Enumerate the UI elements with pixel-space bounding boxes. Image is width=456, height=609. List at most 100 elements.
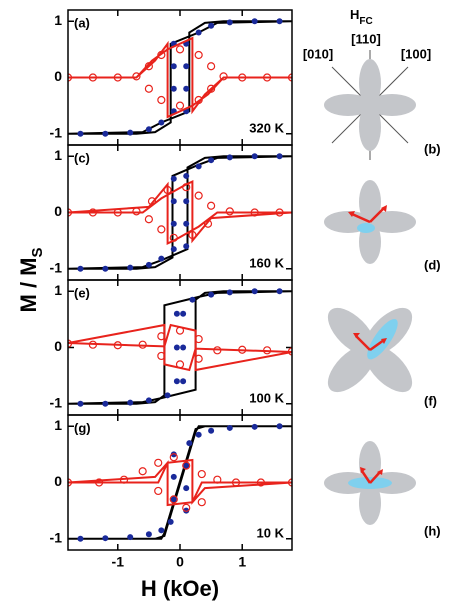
- loop-line: [68, 180, 292, 245]
- y-tick-label: 1: [54, 147, 62, 163]
- data-dot: [226, 424, 233, 431]
- loop-line: [68, 290, 292, 405]
- panel: -1 0 1 -1 0 1 (g) 10 K: [50, 414, 293, 570]
- data-circle: [144, 84, 153, 93]
- data-dot: [173, 310, 180, 317]
- data-dot: [102, 265, 109, 272]
- data-circle: [182, 503, 191, 512]
- anisotropy-shape: [324, 180, 416, 264]
- data-dot: [183, 485, 190, 492]
- data-dot: [145, 126, 152, 133]
- data-dot: [276, 423, 283, 430]
- data-circle: [144, 215, 153, 224]
- data-dot: [102, 400, 109, 407]
- temperature-label: 10 K: [257, 525, 285, 540]
- loop-line: [68, 425, 292, 540]
- panel-label: (c): [74, 150, 90, 165]
- data-dot: [276, 288, 283, 295]
- panel-label: (h): [424, 523, 441, 538]
- data-dot: [180, 378, 187, 385]
- data-circle: [194, 191, 203, 200]
- data-circle: [175, 45, 185, 54]
- data-dot: [183, 243, 190, 250]
- data-dot: [170, 198, 177, 205]
- data-circle: [207, 201, 216, 210]
- data-dot: [208, 427, 215, 434]
- plot-area: [68, 153, 292, 272]
- loop-line: [68, 458, 292, 507]
- panel-label: (d): [424, 257, 441, 272]
- data-dot: [102, 535, 109, 542]
- loop-line: [68, 323, 292, 372]
- x-axis-label: H (kOe): [141, 576, 219, 601]
- y-tick-label: -1: [50, 394, 63, 410]
- data-dot: [251, 288, 258, 295]
- data-dot: [186, 440, 193, 447]
- temperature-label: 100 K: [249, 390, 284, 405]
- panel-label: (b): [424, 141, 441, 156]
- data-dot: [145, 261, 152, 268]
- y-tick-label: -1: [50, 124, 63, 140]
- data-circle: [219, 72, 228, 81]
- data-dot: [195, 431, 202, 438]
- data-dot: [251, 423, 258, 430]
- data-dot: [127, 534, 134, 541]
- y-label-main: M / M: [16, 258, 41, 313]
- data-dot: [208, 22, 215, 29]
- y-tick-label: 0: [54, 473, 62, 489]
- data-dot: [226, 289, 233, 296]
- data-dot: [183, 462, 190, 469]
- plot-area: [68, 423, 292, 542]
- data-circle: [169, 495, 178, 504]
- data-dot: [102, 130, 109, 137]
- data-dot: [170, 473, 177, 480]
- anisotropy-shape: [324, 59, 416, 151]
- data-dot: [170, 246, 177, 253]
- data-dot: [145, 531, 152, 538]
- anisotropy-shape: [324, 441, 416, 525]
- data-dot: [195, 29, 202, 36]
- data-dot: [183, 85, 190, 92]
- data-dot: [251, 153, 258, 160]
- data-dot: [183, 220, 190, 227]
- x-tick-label: 1: [238, 554, 246, 570]
- data-dot: [183, 198, 190, 205]
- data-dot: [164, 392, 171, 399]
- loop-line: [68, 155, 292, 270]
- data-dot: [170, 85, 177, 92]
- loop-line: [68, 36, 292, 119]
- panel-label: (g): [74, 420, 91, 435]
- anisotropy-shape: [327, 307, 413, 393]
- data-circle: [154, 486, 163, 496]
- data-dot: [173, 344, 180, 351]
- data-dot: [127, 399, 134, 406]
- data-dot: [170, 496, 177, 503]
- data-dot: [77, 535, 84, 542]
- panel-label: (f): [424, 393, 437, 408]
- data-dot: [170, 220, 177, 227]
- data-dot: [158, 255, 165, 262]
- plot-area: [68, 18, 292, 137]
- data-circle: [197, 498, 206, 507]
- data-dot: [226, 19, 233, 26]
- data-dot: [208, 157, 215, 164]
- data-dot: [183, 172, 190, 179]
- schematic: HFC [010] [110] [100]: [303, 7, 441, 538]
- panel: -1 0 1 (e) 100 K: [50, 279, 293, 416]
- field-main: H: [350, 7, 359, 22]
- data-dot: [226, 154, 233, 161]
- data-dot: [145, 397, 152, 404]
- data-dot: [251, 18, 258, 25]
- y-tick-label: 1: [54, 417, 62, 433]
- plot-area: [68, 288, 292, 407]
- loop-line: [68, 20, 292, 135]
- data-circle: [175, 101, 185, 110]
- data-circle: [132, 72, 141, 81]
- data-circle: [225, 207, 234, 216]
- data-circle: [138, 467, 147, 476]
- y-label-sub: S: [29, 247, 46, 257]
- panel-label: (a): [74, 15, 90, 30]
- data-dot: [127, 129, 134, 136]
- y-tick-label: 1: [54, 282, 62, 298]
- panel: -1 0 1 (c) 160 K: [50, 144, 293, 281]
